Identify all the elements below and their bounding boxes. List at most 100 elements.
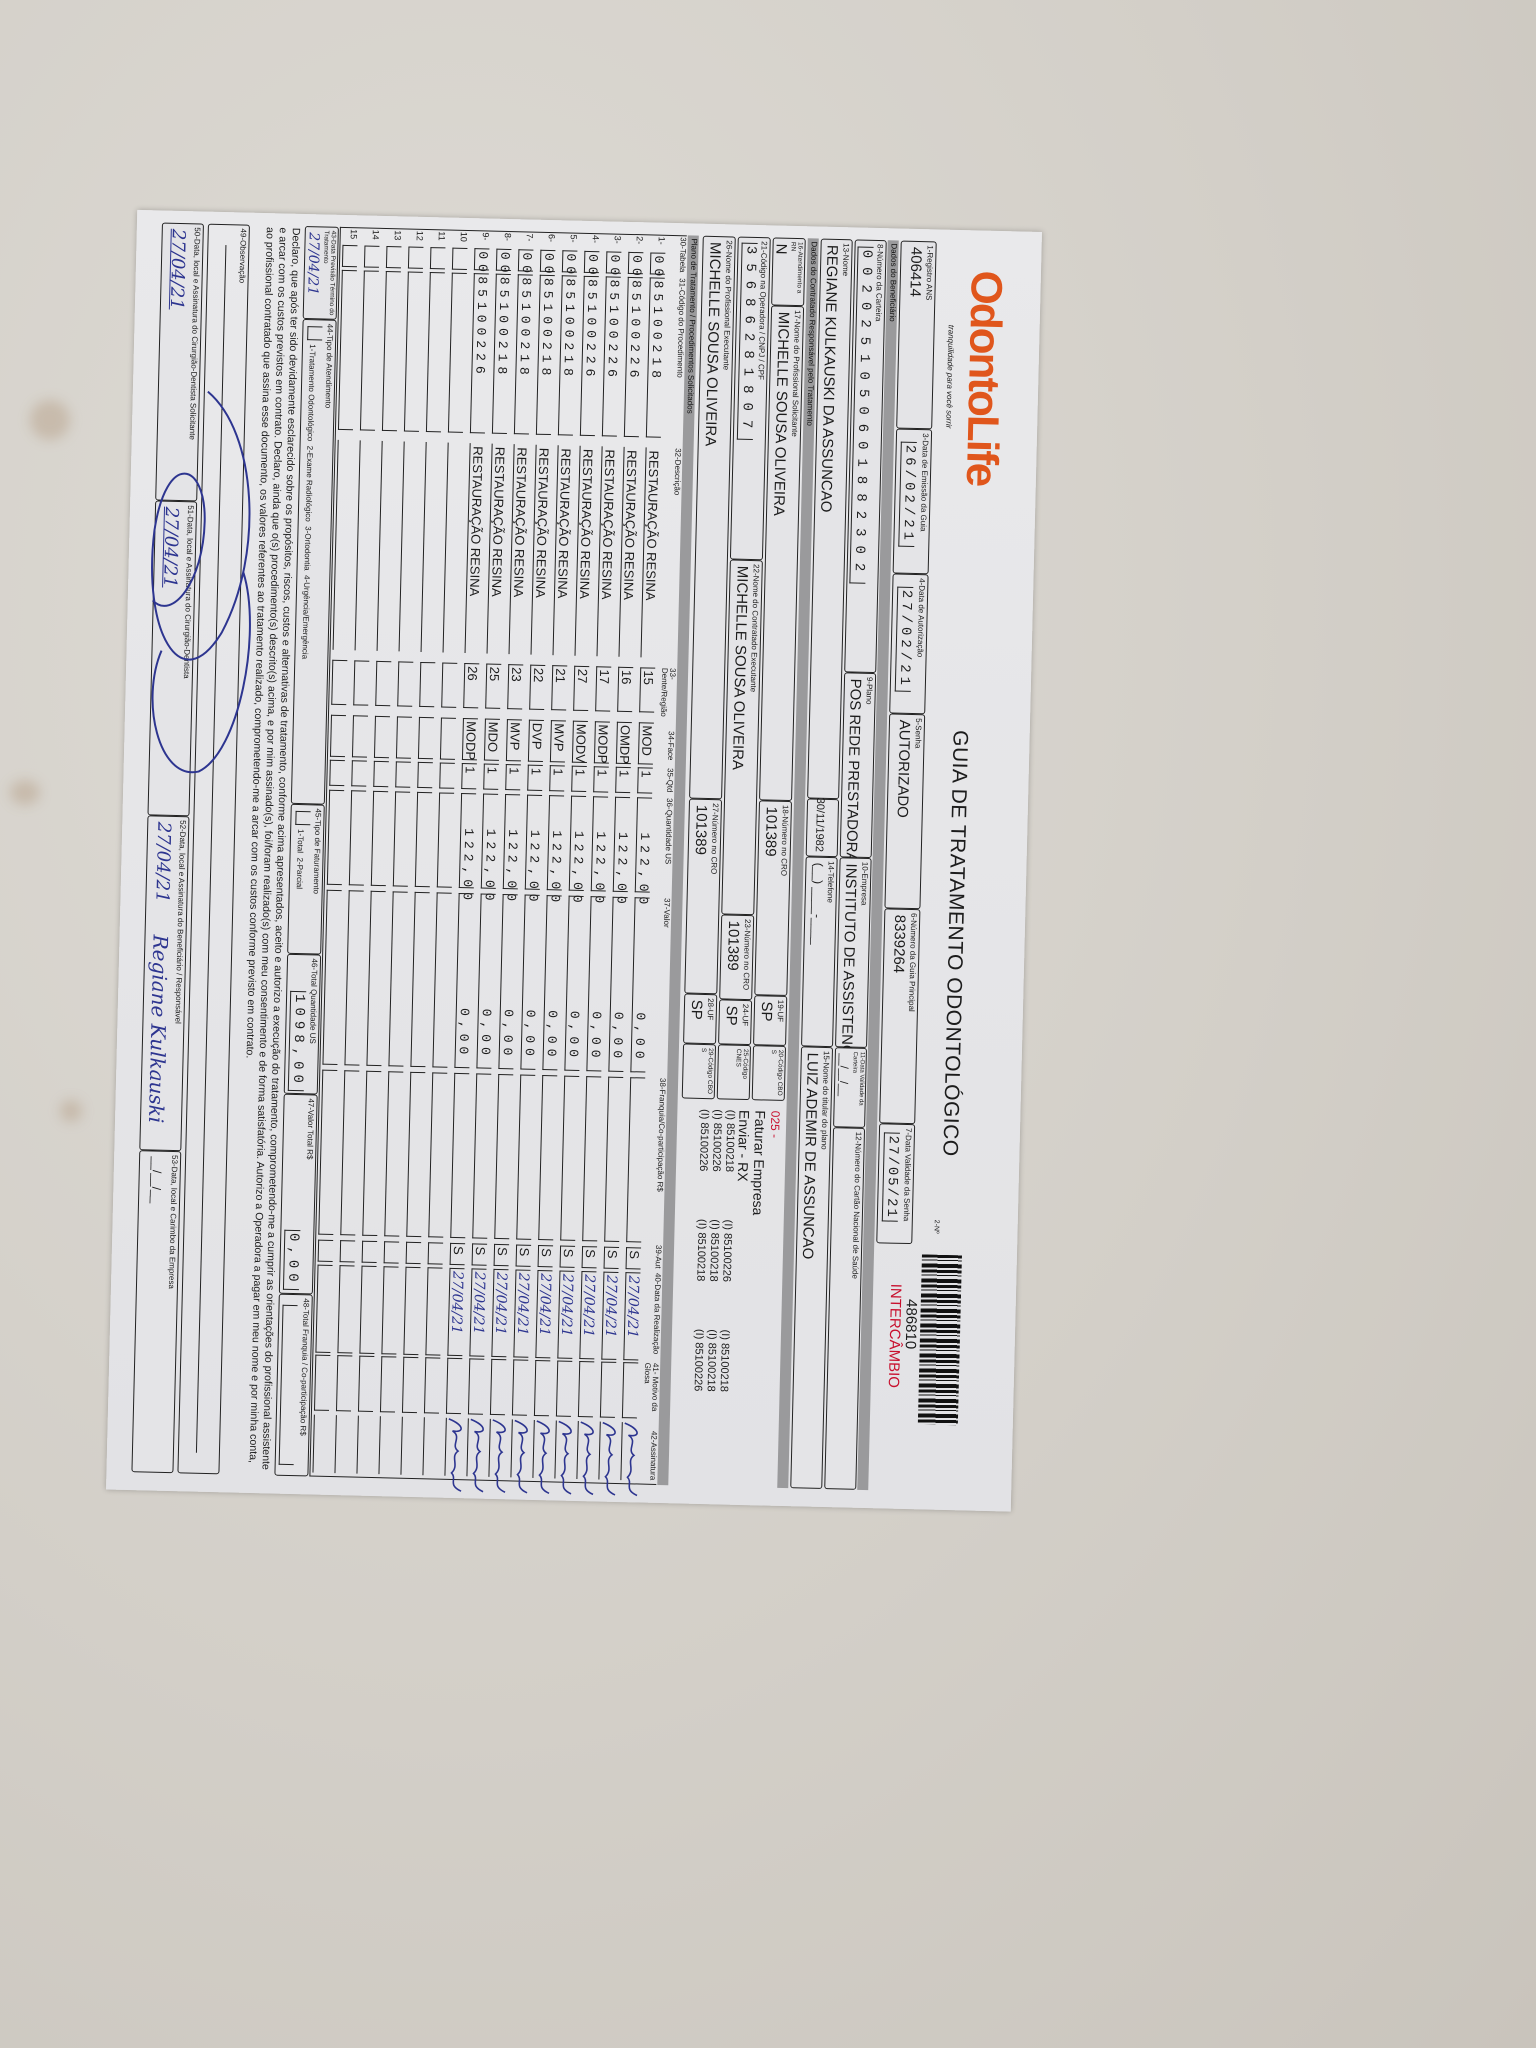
table-row[interactable]: 1- 00 85100218 RESTAURAÇÃO RESINA 15 MOD 1 122,… [617,234,670,1497]
row-number: 3- [612,235,623,244]
field-password[interactable]: 5-Senha AUTORIZADO [884,713,926,910]
billing-type-checkbox[interactable] [295,810,311,826]
label: 4-Data de Autorização [915,578,927,658]
field-issue-date[interactable]: 3-Data de Emissão da Guia 26/02/21 [892,428,933,575]
note-item: (I) 85100218 [704,1329,719,1392]
glosa-cell-box [357,1355,375,1413]
row-signature-scribble [514,1419,528,1494]
table-row[interactable]: 9- 00 85100226 RESTAURAÇÃO RESINA 26 MODP 1 122… [441,230,494,1492]
field-plan[interactable]: 9-Plano POS REDE PRESTADORA [839,672,877,863]
field-registro-ans[interactable]: 1-Registro ANS 406414 [896,240,937,430]
note-item: (I) 85100226 [691,1328,706,1392]
face-cell-box [417,716,434,760]
table-row[interactable]: 3- 00 85100226 RESTAURAÇÃO RESINA 17 MODP 1 122… [573,233,626,1496]
glosa-cell-box [511,1359,529,1416]
table-cell-box [363,245,380,268]
row-number: 4- [590,234,601,244]
field-uf-19[interactable]: 19-UF SP [753,995,788,1046]
date-cell-box [359,1265,377,1355]
field-total-value[interactable]: 47-Valor Total R$ 0,00 [278,1093,318,1295]
section-title: Dados do Beneficiário [887,243,899,322]
field-uf-28[interactable]: 28-UF SP [683,993,718,1045]
row-number: 11 [436,231,447,241]
table-row[interactable]: 5- 00 85100218 RESTAURAÇÃO RESINA 21 MVP 1 122,… [529,232,582,1495]
date-cell-box [381,1266,399,1355]
attendance-type-checkbox[interactable] [307,326,323,341]
date-value: 27/04/21 [491,1271,510,1336]
value: INSTITUTO DE ASSISTENCIA [837,863,860,1071]
value-cell-box [388,891,408,1067]
table-row[interactable]: 4- 00 85100226 RESTAURAÇÃO RESINA 27 MODV 1 122… [551,233,604,1495]
field-birth-date[interactable]: 30/11/1982 [805,798,840,858]
table-row[interactable]: 6- 00 85100218 RESTAURAÇÃO RESINA 22 DVP 1 122,… [507,232,560,1494]
label: 15-Nome do titular do plano [819,1050,831,1150]
note-item: (I) 85100218 [707,1219,721,1282]
franq-cell-box [428,1072,448,1238]
field-phone[interactable]: 14-Telefone (__) ____-____ [801,856,838,1048]
value: N [772,243,790,255]
guide-number: 486810 [901,1298,920,1350]
date-cell-box [315,1264,333,1353]
field-rn[interactable]: 16-Atendimento a RN N [771,237,806,307]
qty-value: 1 [528,767,544,776]
field-total-copay[interactable]: 48-Total Franquia / Co-participação R$ [274,1293,313,1477]
value: 27/05/21 [881,1132,901,1222]
label: 52-Data, local e Assinatura do Beneficiá… [173,820,188,1024]
field-cro-27[interactable]: 27-Número no CRO 101389 [684,798,723,995]
face-value: MODP [462,721,479,761]
value: SP [687,999,706,1021]
tooth-value: 25 [486,666,503,682]
row-number: 12 [414,230,425,241]
value: 101389 [761,806,780,857]
field-cbo-20[interactable]: 20-Código CBO S [751,1045,787,1101]
field-company[interactable]: 10-Empresa INSTITUTO DE ASSISTENCIA [835,857,872,1070]
tooth-value: 23 [508,667,525,682]
field-cro-23[interactable]: 23-Número no CRO 101389 [719,914,755,1001]
value: MICHELLE SOUSA OLIVEIRA [769,311,792,517]
code-value: 85100218 [560,278,578,382]
date-value: 27/04/21 [601,1274,620,1338]
date-cell-box [425,1267,443,1356]
field-beneficiary-signature[interactable]: 52-Data, local e Assinatura do Beneficiá… [139,815,190,1152]
value-value: 0,00 [521,1009,538,1062]
table-row[interactable]: 7- 00 85100218 RESTAURAÇÃO RESINA 23 MVP 1 122,… [485,231,538,1493]
field-total-us[interactable]: 46-Total Quantidade US 1098,00 [283,953,322,1095]
field-uf-24[interactable]: 24-UF SP [718,999,753,1046]
face-value: MOD [639,725,655,757]
qty-value: 1 [572,768,588,777]
glosa-cell-box [335,1355,353,1412]
field-password-validity[interactable]: 7-Data Validade da Senha 27/05/21 [876,1123,916,1245]
value: 26/02/21 [898,441,918,548]
field-company-stamp[interactable]: 53-Data, local e Carimbo da Empresa __/__… [131,1150,182,1474]
value: 27/02/21 [894,586,914,693]
table-row[interactable]: 8- 00 85100218 RESTAURAÇÃO RESINA 25 MDO 1 122,… [463,231,516,1493]
field-main-guide-number[interactable]: 6-Número da Guia Principal 8339264 [879,908,921,1125]
face-cell-box [351,715,368,758]
franq-cell-box [582,1076,602,1242]
code-value: 85100226 [604,279,622,383]
field-end-date[interactable]: 43-Data Previsão Término do Tratamento 27… [302,225,339,320]
label: 49-Observação [237,228,248,284]
field-cro-18[interactable]: 18-Número no CRO 101389 [754,800,793,997]
field-authorization-date[interactable]: 4-Data de Autorização 27/02/21 [889,573,929,715]
field-cbo-29[interactable]: 29-Código CBO S [681,1043,717,1100]
aut-cell-box [383,1241,400,1264]
code-value: 85100218 [516,277,534,380]
row-number: 7- [524,233,535,242]
field-operator-code[interactable]: 21-Código na Operadora / CNPJ / CPF 35686… [729,236,771,561]
date-value: 27/04/21 [469,1271,488,1335]
row-number: 8- [502,232,513,242]
label: 19-UF [775,999,786,1023]
tooth-value: 22 [530,667,547,683]
field-card-validity[interactable]: 11-Data Validade da Carteira __/__/__ [833,1047,868,1128]
field-cnes-25[interactable]: 25-Código CNES [716,1044,752,1101]
table-row[interactable]: 2- 00 85100226 RESTAURAÇÃO RESINA 16 OMDP 1 122… [595,234,648,1496]
code-value: 85100218 [538,277,556,381]
label: 12-Número do Cartão Nacional de Saúde [850,1131,863,1280]
copay-boxes [278,1304,298,1466]
desc-value: RESTAURAÇÃO RESINA [488,446,508,597]
tooth-value: 15 [640,670,657,686]
desc-value: RESTAURAÇÃO RESINA [532,447,552,599]
value: SP [722,1005,741,1026]
field-billing-type[interactable]: 45-Tipo de Faturamento 1-Total 2-Parcial [287,803,325,955]
